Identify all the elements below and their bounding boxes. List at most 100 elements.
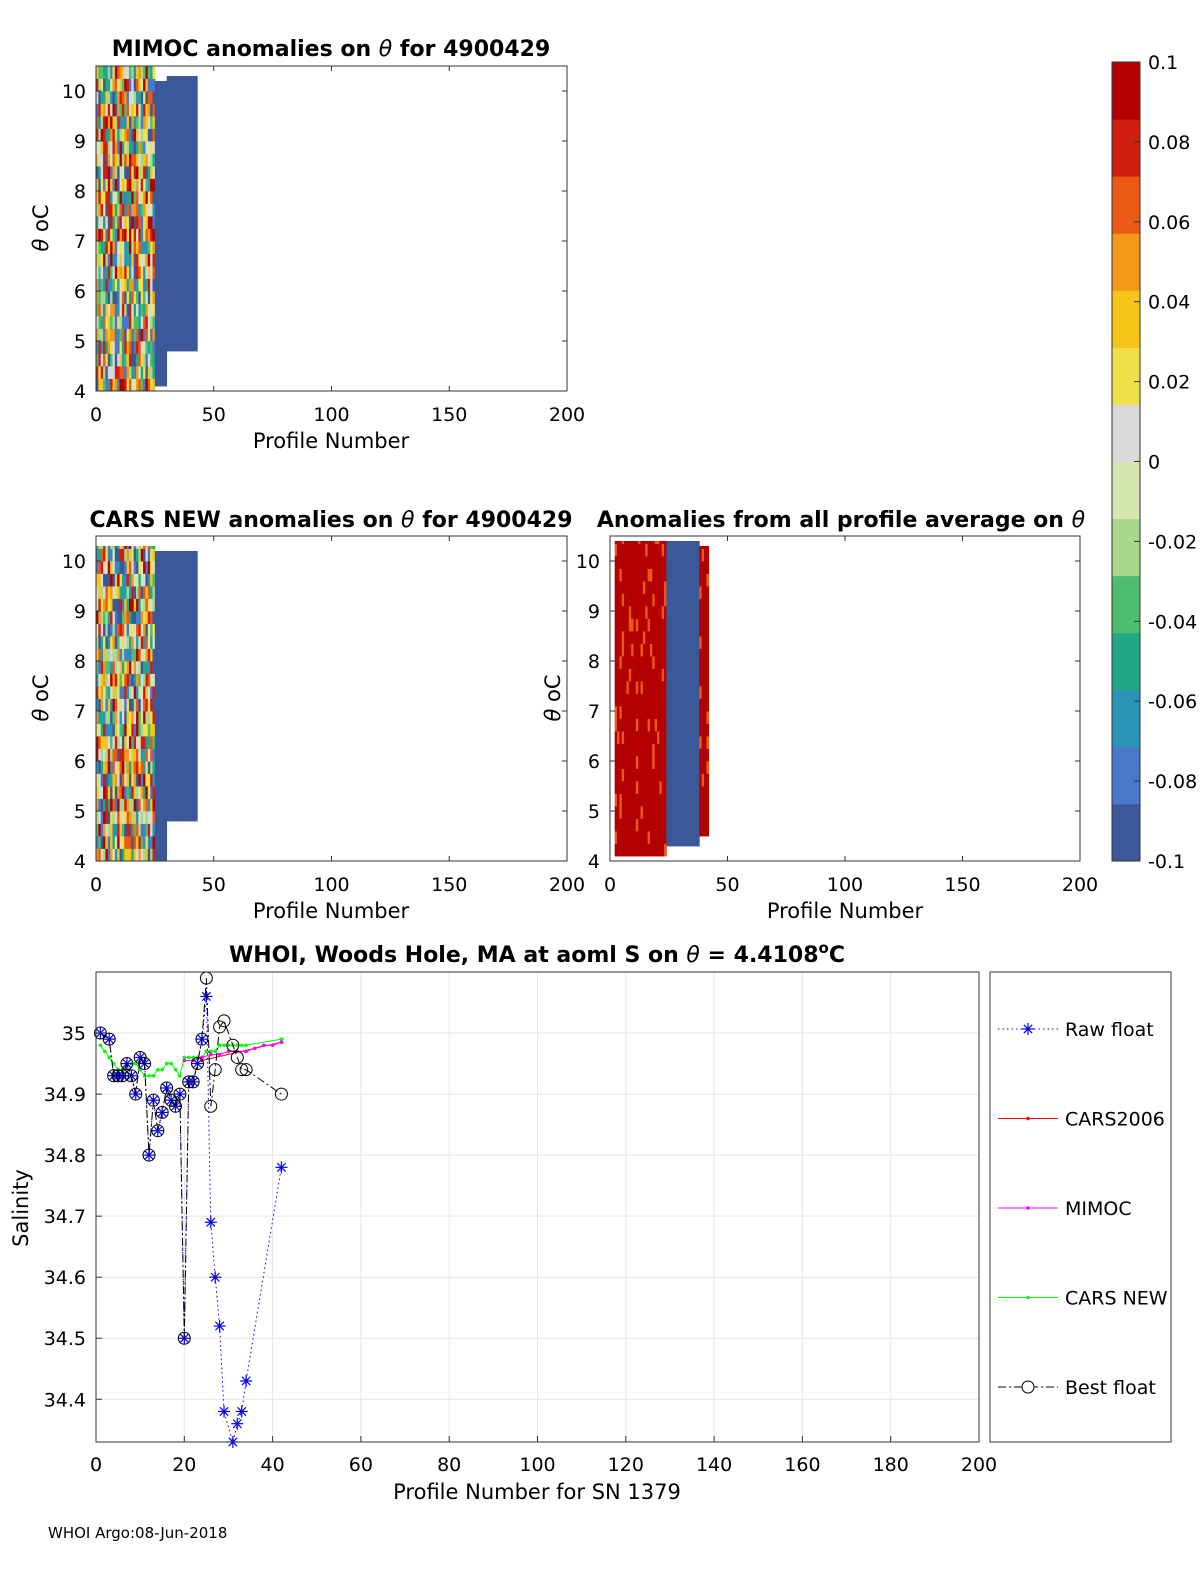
heatmap-cell	[657, 656, 660, 669]
heatmap-cell	[187, 551, 191, 559]
heatmap-cell	[126, 586, 130, 599]
heatmap-cell	[131, 848, 135, 862]
heatmap-cell	[107, 91, 111, 104]
heatmap-cell	[126, 773, 130, 787]
heatmap-cell	[143, 191, 146, 204]
data-point	[279, 1037, 284, 1041]
heatmap-cell	[661, 806, 665, 819]
heatmap-cell	[178, 646, 182, 659]
data-point	[279, 1040, 284, 1044]
heatmap-cell	[178, 276, 182, 289]
heatmap-cell	[121, 328, 125, 342]
heatmap-cell	[143, 848, 146, 862]
heatmap-cell	[183, 658, 186, 672]
heatmap-cell	[110, 353, 113, 367]
heatmap-cell	[696, 558, 700, 572]
heatmap-cell	[192, 288, 196, 302]
heatmap-cell	[126, 673, 130, 687]
heatmap-cell	[96, 378, 99, 392]
heatmap-cell	[654, 806, 658, 819]
heatmap-cell	[119, 228, 123, 242]
heatmap-cell	[110, 561, 113, 574]
heatmap-cell	[696, 671, 700, 684]
heatmap-cell	[143, 561, 146, 574]
heatmap-cell	[114, 573, 118, 587]
heatmap-cell	[617, 656, 620, 669]
heatmap-cell	[169, 583, 172, 597]
heatmap-cell	[138, 266, 142, 279]
heatmap-cell	[138, 546, 142, 549]
heatmap-cell	[154, 273, 158, 287]
heatmap-cell	[107, 698, 111, 712]
heatmap-cell	[192, 758, 196, 772]
data-point	[102, 1032, 116, 1046]
heatmap-cell	[164, 773, 168, 787]
heatmap-cell	[699, 573, 703, 587]
heatmap-cell	[178, 721, 182, 734]
heatmap-cell	[117, 686, 120, 699]
heatmap-cell	[131, 128, 135, 142]
heatmap-cell	[112, 316, 116, 329]
heatmap-cell	[154, 336, 158, 349]
heatmap-cell	[192, 571, 196, 584]
heatmap-cell	[621, 743, 625, 757]
heatmap-cell	[178, 313, 182, 327]
heatmap-cell	[128, 586, 132, 599]
heatmap-cell	[128, 166, 132, 179]
heatmap-cell	[173, 683, 177, 697]
heatmap-cell	[183, 746, 186, 759]
heatmap-cell	[633, 793, 637, 807]
heatmap-cell	[105, 278, 109, 292]
heatmap-cell	[107, 836, 111, 849]
heatmap-cell	[187, 76, 191, 89]
legend-marker	[1022, 1023, 1034, 1035]
heatmap-cell	[96, 228, 99, 242]
heatmap-cell	[131, 328, 135, 342]
heatmap-cell	[103, 366, 106, 379]
heatmap-cell	[131, 266, 135, 279]
heatmap-cell	[110, 546, 113, 549]
heatmap-cell	[685, 746, 688, 759]
heatmap-cell	[150, 203, 153, 217]
heatmap-cell	[657, 681, 660, 694]
heatmap-cell	[159, 198, 163, 212]
heatmap-cell	[192, 88, 196, 102]
heatmap-cell	[635, 656, 639, 669]
heatmap-cell	[157, 148, 160, 162]
heatmap-cell	[190, 188, 193, 202]
heatmap-cell	[147, 636, 151, 649]
heatmap-cell	[107, 328, 111, 342]
heatmap-cell	[128, 836, 132, 849]
heatmap-cell	[685, 546, 688, 559]
heatmap-cell	[138, 798, 142, 812]
heatmap-cell	[126, 623, 130, 637]
heatmap-cell	[107, 823, 111, 837]
heatmap-cell	[128, 573, 132, 587]
heatmap-cell	[114, 153, 118, 167]
heatmap-cell	[614, 656, 618, 669]
heatmap-cell	[138, 811, 142, 824]
heatmap-cell	[183, 708, 186, 722]
heatmap-cell	[614, 568, 618, 582]
heatmap-cell	[180, 558, 184, 572]
x-tick-label: 60	[349, 1454, 373, 1476]
heatmap-cell	[664, 631, 667, 644]
heatmap-cell	[649, 556, 653, 569]
data-point	[160, 1081, 174, 1095]
heatmap-cell	[640, 606, 644, 619]
heatmap-cell	[675, 683, 679, 697]
data-point	[270, 1043, 275, 1048]
heatmap-cell	[166, 608, 170, 622]
heatmap-cell	[692, 558, 695, 572]
heatmap-cell	[136, 673, 139, 687]
heatmap-cell	[103, 66, 106, 79]
heatmap-cell	[131, 291, 135, 304]
heatmap-cell	[145, 203, 149, 217]
heatmap-cell	[140, 353, 144, 367]
heatmap-cell	[673, 646, 677, 659]
legend-item-mimoc: MIMOC	[998, 1198, 1132, 1220]
heatmap-cell	[164, 361, 168, 374]
heatmap-cell	[642, 631, 646, 644]
heatmap-cell	[107, 598, 111, 612]
heatmap-cell	[164, 573, 168, 587]
